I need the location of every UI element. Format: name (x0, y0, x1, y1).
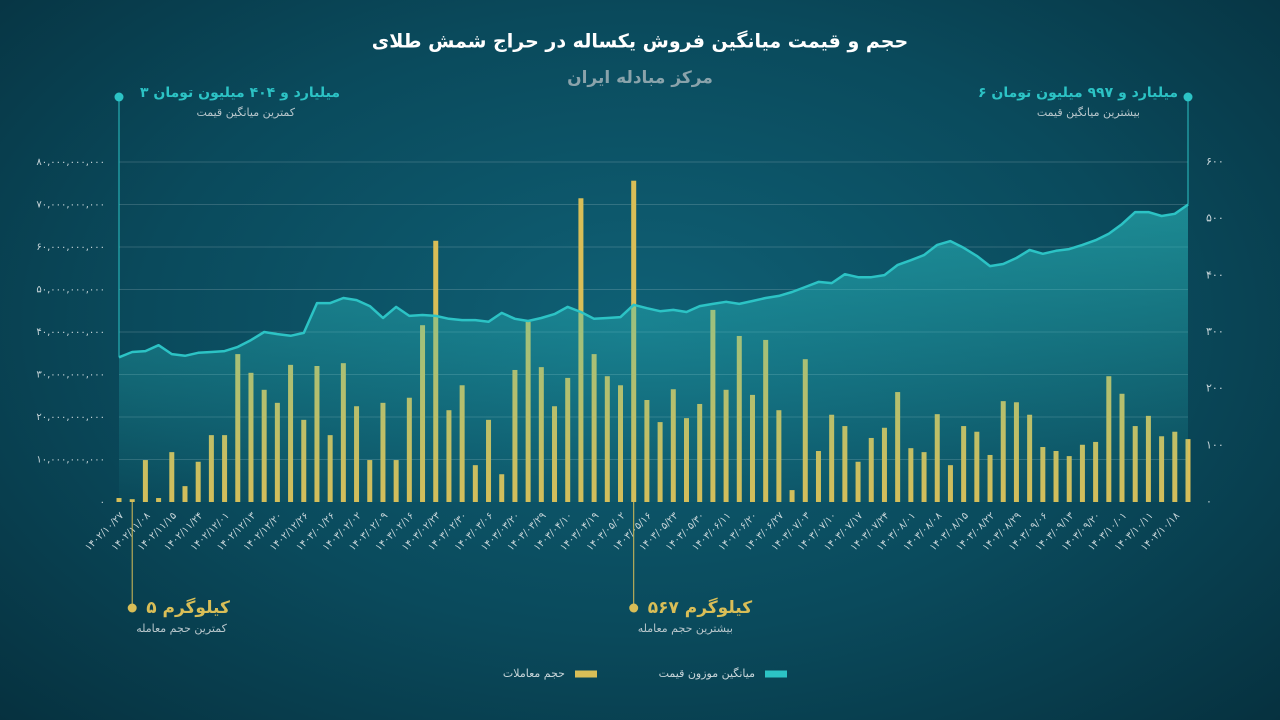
y-tick-label: ۱۰,۰۰۰,۰۰۰,۰۰۰ (36, 455, 105, 466)
legend-swatch (765, 670, 787, 678)
y-tick-label: ۳۰,۰۰۰,۰۰۰,۰۰۰ (36, 370, 105, 381)
y2-tick-label: ۶۰۰ (1206, 155, 1224, 168)
annotation-dot (1183, 92, 1193, 102)
y-tick-label: ۲۰,۰۰۰,۰۰۰,۰۰۰ (36, 412, 105, 423)
y-tick-label: ۷۰,۰۰۰,۰۰۰,۰۰۰ (36, 200, 105, 211)
y2-tick-label: ۰ (1206, 495, 1212, 508)
price-line (118, 203, 1189, 359)
legend-swatch (575, 670, 597, 678)
y-tick-label: ۰ (100, 497, 105, 508)
y2-tick-label: ۵۰۰ (1206, 212, 1224, 225)
annotation-subtext: بیشترین میانگین قیمت (1037, 106, 1140, 119)
y2-tick-label: ۴۰۰ (1206, 268, 1224, 281)
legend-label: میانگین موزون قیمت (659, 667, 756, 680)
legend-label: حجم معاملات (503, 667, 565, 680)
price-area (119, 204, 1188, 502)
annotation-subtext: کمترین حجم معامله (136, 622, 227, 635)
annotation-text: ۳ میلیارد و ۴۰۴ میلیون تومان (140, 85, 340, 101)
annotation-dot (114, 92, 124, 102)
y-tick-label: ۸۰,۰۰۰,۰۰۰,۰۰۰ (36, 157, 105, 168)
y-tick-label: ۶۰,۰۰۰,۰۰۰,۰۰۰ (36, 242, 105, 253)
y2-tick-label: ۳۰۰ (1206, 325, 1224, 338)
y-tick-label: ۵۰,۰۰۰,۰۰۰,۰۰۰ (36, 285, 105, 296)
chart-subtitle: مرکز مبادله ایران (567, 68, 713, 88)
y2-tick-label: ۲۰۰ (1206, 382, 1224, 395)
annotation-subtext: کمترین میانگین قیمت (196, 106, 295, 119)
annotation-subtext: بیشترین حجم معامله (638, 622, 733, 635)
annotation-text: ۵ کیلوگرم (146, 597, 230, 618)
chart-title: حجم و قیمت میانگین فروش یکساله در حراج ش… (372, 30, 908, 53)
y2-tick-label: ۱۰۰ (1206, 438, 1224, 451)
annotation-dot (629, 603, 639, 613)
annotation-text: ۵۶۷ کیلوگرم (648, 597, 753, 618)
y-tick-label: ۴۰,۰۰۰,۰۰۰,۰۰۰ (36, 327, 105, 338)
annotation-text: ۶ میلیارد و ۹۹۷ میلیون تومان (978, 85, 1178, 101)
annotation-dot (127, 603, 137, 613)
